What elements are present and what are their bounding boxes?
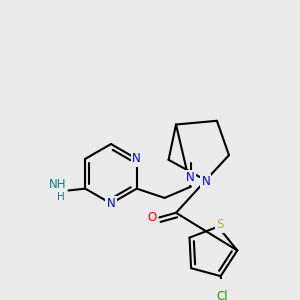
Text: N: N bbox=[106, 197, 115, 210]
Text: S: S bbox=[216, 218, 224, 231]
Text: N: N bbox=[201, 175, 210, 188]
Text: N: N bbox=[132, 152, 141, 165]
Text: O: O bbox=[147, 211, 157, 224]
Text: Cl: Cl bbox=[217, 290, 228, 300]
Text: N: N bbox=[186, 171, 195, 184]
Text: NH: NH bbox=[49, 178, 66, 191]
Text: H: H bbox=[57, 192, 65, 202]
